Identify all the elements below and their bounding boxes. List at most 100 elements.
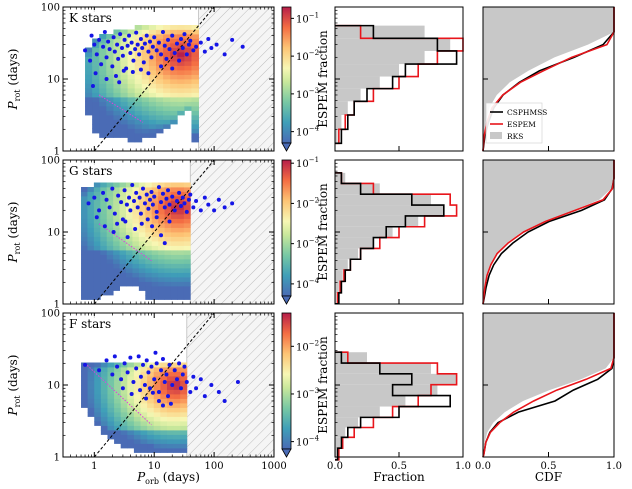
heatmap-cell — [106, 200, 114, 206]
heatmap-cell — [120, 389, 128, 395]
heatmap-cell — [113, 205, 120, 210]
heatmap-cell — [81, 290, 88, 296]
heatmap-cell — [155, 97, 164, 102]
scatter-point — [107, 205, 112, 210]
heatmap-cell — [133, 394, 141, 399]
heatmap-cell — [153, 403, 161, 408]
heatmap-cell — [99, 61, 107, 66]
heatmap-cell — [170, 191, 178, 197]
heatmap-cell — [138, 272, 146, 278]
heatmap-cell — [106, 56, 114, 62]
heatmap-cell — [145, 268, 153, 273]
heatmap-cell — [151, 268, 159, 273]
heatmap-cell — [141, 79, 150, 84]
heatmap-cell — [99, 101, 107, 107]
heatmap-cell — [145, 286, 153, 291]
heatmap-cell — [81, 254, 88, 260]
heatmap-cell — [81, 223, 88, 228]
heatmap-cell — [81, 218, 88, 224]
heatmap-cell — [100, 250, 108, 255]
heatmap-cell — [113, 124, 121, 129]
panel-label: K stars — [69, 11, 112, 25]
heatmap-cell — [87, 367, 95, 372]
heatmap-cell — [163, 74, 171, 80]
heatmap-cell — [134, 133, 143, 138]
heatmap-cell — [106, 263, 114, 269]
heatmap-cell — [100, 263, 108, 269]
heatmap-cell — [147, 443, 155, 449]
heatmap-cell — [100, 245, 108, 251]
y-tick-label: 10 — [47, 75, 60, 86]
heatmap-cell — [138, 200, 146, 206]
heatmap-cell — [113, 88, 121, 93]
scatter-point — [138, 211, 143, 216]
heatmap-cell — [133, 443, 141, 449]
heatmap-cell — [163, 92, 171, 98]
heatmap-cell — [85, 74, 93, 80]
heatmap-cell — [92, 47, 100, 53]
heatmap-cell — [164, 236, 172, 242]
heatmap-cell — [184, 88, 192, 93]
heatmap-cell — [127, 412, 135, 417]
heatmap-cell — [148, 124, 157, 129]
scatter-point — [167, 47, 172, 52]
heatmap-cell — [100, 254, 108, 260]
heatmap-cell — [87, 232, 95, 237]
heatmap-cell — [92, 106, 100, 111]
heatmap-cell — [145, 259, 153, 264]
heatmap-cell — [81, 389, 89, 395]
heatmap-cell — [148, 25, 157, 30]
y-axis-label-unit: (days) — [6, 355, 20, 396]
scatter-point — [141, 362, 146, 367]
heatmap-cell — [155, 119, 164, 125]
heatmap-cell — [164, 205, 172, 210]
scatter-point — [182, 32, 187, 37]
scatter-point — [172, 368, 177, 373]
scatter-point — [134, 30, 139, 35]
heatmap-cell — [177, 97, 185, 102]
heatmap-cell — [127, 416, 135, 422]
heatmap-cell — [191, 106, 199, 111]
heatmap-cell — [153, 416, 161, 422]
heatmap-cell — [147, 376, 155, 381]
heatmap-cell — [113, 218, 120, 224]
heatmap-cell — [151, 236, 159, 242]
scatter-point — [182, 364, 187, 369]
heatmap-cell — [106, 128, 114, 134]
scatter-point — [144, 33, 149, 38]
hist-bar-rks — [335, 38, 451, 51]
heatmap-cell — [126, 272, 133, 278]
heatmap-cell — [148, 29, 157, 35]
heatmap-cell — [147, 434, 155, 440]
heatmap-cell — [92, 115, 100, 120]
heatmap-cell — [166, 380, 174, 386]
heatmap-cell — [120, 101, 129, 107]
heatmap-cell — [100, 272, 108, 278]
heatmap-cell — [94, 412, 102, 417]
heatmap-cell — [93, 223, 101, 228]
heatmap-cell — [191, 65, 199, 71]
scatter-point — [142, 383, 147, 387]
heatmap-cell — [93, 227, 101, 233]
heatmap-cell — [158, 268, 165, 273]
heatmap-cell — [81, 281, 88, 287]
heatmap-cell — [173, 448, 181, 453]
scatter-point — [149, 364, 154, 369]
heatmap-cell — [140, 389, 148, 395]
heatmap-cell — [99, 97, 107, 102]
heatmap-cell — [164, 281, 172, 287]
heatmap-cell — [177, 101, 185, 107]
heatmap-cell — [94, 398, 102, 404]
heatmap-cell — [119, 205, 127, 210]
heatmap-cell — [173, 367, 181, 372]
heatmap-cell — [120, 371, 128, 377]
scatter-point — [168, 401, 173, 406]
cdf-panel: 0.0 0.5 1.0 — [475, 312, 622, 472]
hist-bar-rks — [335, 25, 425, 39]
heatmap-cell — [158, 209, 165, 215]
heatmap-cell — [99, 52, 107, 57]
scatter-point — [162, 205, 167, 210]
scatter-point — [186, 42, 191, 47]
y-tick-label: 1 — [54, 453, 60, 464]
heatmap-cell — [107, 376, 115, 381]
